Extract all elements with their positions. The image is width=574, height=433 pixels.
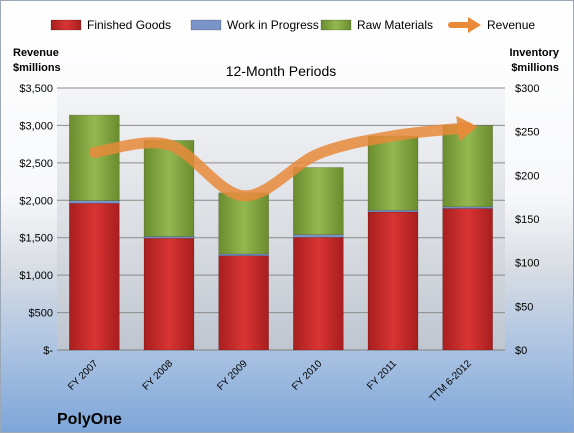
legend-swatch-finished-goods xyxy=(50,19,82,31)
category-label: FY 2008 xyxy=(141,358,176,393)
bar-work-in-progress xyxy=(293,234,344,238)
left-tick-label: $1,000 xyxy=(19,270,53,282)
bar-finished-goods xyxy=(218,255,269,351)
left-tick-label: $500 xyxy=(29,308,53,320)
left-tick-label: $3,000 xyxy=(19,120,53,132)
right-axis-title-line2: $millions xyxy=(511,62,559,74)
bar-finished-goods xyxy=(367,211,419,351)
right-tick-label: $100 xyxy=(515,258,539,270)
category-label: TTM 6-2012 xyxy=(427,358,474,405)
right-axis-ticks: $0 $50 $100 $150 $200 $250 $300 xyxy=(515,83,539,357)
legend-swatch-raw-materials xyxy=(320,19,352,31)
bar-raw-materials xyxy=(218,192,269,255)
legend-label: Revenue xyxy=(487,18,535,32)
right-tick-label: $250 xyxy=(515,127,539,139)
left-tick-label: $2,500 xyxy=(19,158,53,170)
bars xyxy=(69,114,493,351)
chart-subtitle: 12-Month Periods xyxy=(226,63,337,79)
right-tick-label: $150 xyxy=(515,214,539,226)
bar-raw-materials xyxy=(293,167,344,236)
revenue-line xyxy=(88,115,478,202)
category-label: FY 2009 xyxy=(215,358,250,393)
gridlines xyxy=(57,87,505,351)
bar-finished-goods xyxy=(143,237,195,351)
right-tick-label: $50 xyxy=(515,301,533,313)
legend-label: Finished Goods xyxy=(87,18,171,32)
company-name: PolyOne xyxy=(57,411,122,428)
bar-finished-goods xyxy=(442,208,493,351)
legend-label: Work in Progress xyxy=(227,18,319,32)
bar-raw-materials xyxy=(442,125,493,208)
revenue-line-path xyxy=(88,122,474,202)
revenue-arrowhead xyxy=(456,115,478,142)
left-tick-label: $1,500 xyxy=(19,233,53,245)
legend-swatch-arrow xyxy=(468,17,481,33)
bar-finished-goods xyxy=(293,237,344,351)
right-tick-label: $300 xyxy=(515,83,539,95)
bar-raw-materials xyxy=(367,135,419,211)
left-tick-label: $- xyxy=(43,345,53,357)
left-tick-label: $2,000 xyxy=(19,195,53,207)
right-axis-title-line1: Inventory xyxy=(509,47,559,59)
category-label: FY 2007 xyxy=(66,358,101,393)
legend-swatch-work-in-progress xyxy=(190,19,222,31)
category-labels: FY 2007 FY 2008 FY 2009 FY 2010 FY 2011 TTM 6… xyxy=(66,358,474,405)
right-tick-label: $200 xyxy=(515,170,539,182)
left-axis-title-line1: Revenue xyxy=(13,47,59,59)
legend: Finished Goods Work in Progress Raw Materi… xyxy=(50,17,535,33)
left-tick-label: $3,500 xyxy=(19,83,53,95)
right-tick-label: $0 xyxy=(515,345,527,357)
left-axis-ticks: $- $500 $1,000 $1,500 $2,000 $2,500 $3,000 $3,5… xyxy=(19,83,53,357)
legend-label: Raw Materials xyxy=(357,18,433,32)
left-axis-title-line2: $millions xyxy=(13,62,61,74)
category-label: FY 2011 xyxy=(365,358,399,392)
bar-finished-goods xyxy=(69,202,120,351)
bar-work-in-progress xyxy=(69,200,120,204)
category-label: FY 2010 xyxy=(290,358,325,393)
